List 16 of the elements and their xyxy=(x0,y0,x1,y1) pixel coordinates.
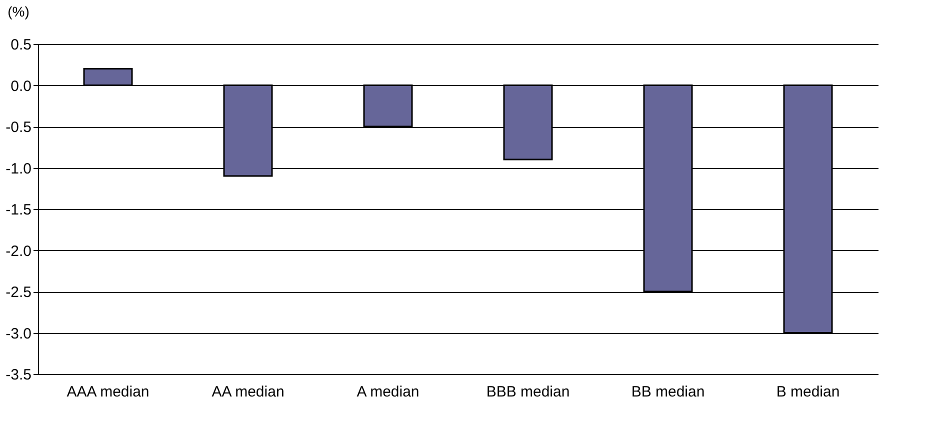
y-axis-title: (%) xyxy=(8,4,30,20)
x-tick-label: AA median xyxy=(212,384,284,400)
x-tick-label: AAA median xyxy=(66,384,150,400)
y-tick-label: -0.5 xyxy=(6,119,32,136)
x-tick-label: B median xyxy=(776,384,840,400)
y-tick-label: 0.5 xyxy=(10,36,32,54)
y-tick-label: 0.0 xyxy=(10,78,32,95)
y-tick-label: -3.0 xyxy=(6,325,32,342)
x-tick-label: BB median xyxy=(631,384,705,400)
y-tick-label: -2.0 xyxy=(6,242,32,260)
x-tick-label: BBB median xyxy=(486,384,570,400)
y-tick-label: -1.0 xyxy=(6,160,32,178)
x-tick-label: A median xyxy=(356,384,420,400)
y-tick-label: -3.5 xyxy=(6,366,32,384)
y-tick-label: -1.5 xyxy=(6,202,32,218)
y-tick-label: -2.5 xyxy=(6,284,32,301)
